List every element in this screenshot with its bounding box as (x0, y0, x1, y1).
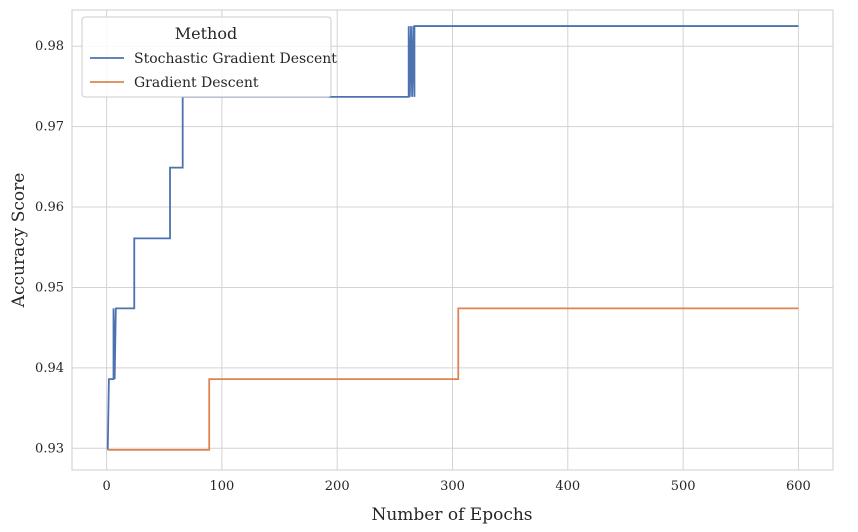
x-tick-label: 0 (102, 479, 110, 494)
x-axis-label: Number of Epochs (371, 505, 532, 525)
y-tick-label: 0.97 (35, 120, 64, 135)
y-tick-label: 0.95 (35, 280, 64, 295)
tick-labels: 0 100 200 300 400 500 600 0.93 0.94 0.95 0.96 0.97 0… (35, 39, 811, 494)
legend-box (81, 16, 332, 98)
y-axis-label: Accuracy Score (9, 173, 29, 309)
y-tick-label: 0.98 (35, 39, 64, 54)
x-tick-label: 500 (671, 479, 696, 494)
series-lines (106, 25, 799, 451)
y-tick-label: 0.94 (35, 361, 64, 376)
legend-label-gd: Gradient Descent (134, 75, 259, 91)
legend-label-sgd: Stochastic Gradient Descent (134, 51, 337, 67)
y-tick-label: 0.96 (35, 200, 64, 215)
x-tick-label: 100 (209, 479, 234, 494)
x-tick-label: 600 (786, 479, 811, 494)
x-tick-label: 400 (555, 479, 580, 494)
series-line-gd (107, 307, 799, 451)
series-line-sgd (106, 25, 799, 450)
y-tick-label: 0.93 (35, 441, 64, 456)
x-tick-label: 200 (325, 479, 350, 494)
x-tick-label: 300 (440, 479, 465, 494)
legend: Method Stochastic Gradient Descent Gradi… (81, 16, 337, 98)
legend-title: Method (175, 24, 237, 43)
